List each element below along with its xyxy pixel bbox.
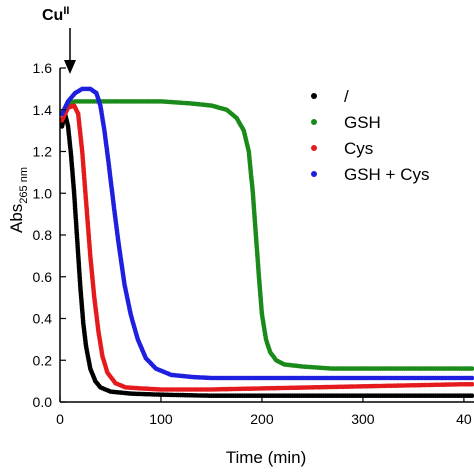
cu-annotation: CuII	[42, 5, 76, 74]
y-tick-label: 0.2	[33, 352, 53, 368]
x-axis-title: Time (min)	[226, 448, 307, 467]
series-1	[59, 111, 474, 399]
y-axis-title: Abs265 nm	[7, 167, 30, 233]
y-tick-label: 0.8	[33, 227, 53, 243]
series-4	[59, 86, 474, 381]
legend: / GSH Cys GSH + Cys	[311, 87, 430, 184]
cu-annotation-label: CuII	[42, 5, 69, 24]
y-tick-label: 0.4	[33, 311, 53, 327]
axes: 0 100 200 300 40 0.0 0.2 0.4 0.6 0.8 1.0 1.2 1.4 1.6	[33, 60, 474, 427]
legend-marker	[311, 119, 317, 125]
y-tick-label: 1.4	[33, 102, 53, 118]
x-tick-label: 40	[456, 411, 472, 427]
x-tick-label: 0	[56, 411, 64, 427]
y-tick-label: 0.6	[33, 269, 53, 285]
x-tick-label: 100	[149, 411, 173, 427]
y-tick-label: 0.0	[33, 394, 53, 410]
cu-arrow-head	[64, 60, 76, 74]
x-tick-label: 200	[250, 411, 274, 427]
data-point	[469, 382, 474, 387]
legend-marker	[311, 171, 317, 177]
x-ticks: 0 100 200 300 40	[56, 396, 472, 427]
y-axis-title-sub: 265 nm	[18, 167, 30, 204]
x-tick-label: 300	[351, 411, 375, 427]
series-2	[59, 99, 474, 371]
legend-marker	[311, 93, 317, 99]
legend-label: Cys	[344, 139, 373, 158]
y-tick-label: 1.6	[33, 60, 53, 76]
cu-annotation-base: Cu	[42, 7, 63, 24]
data-marks	[59, 86, 474, 399]
y-axis-title-main: Abs	[7, 204, 26, 233]
legend-label: GSH	[344, 113, 381, 132]
series-3	[59, 103, 474, 392]
data-point	[469, 375, 474, 381]
data-point	[469, 393, 474, 398]
y-ticks: 0.0 0.2 0.4 0.6 0.8 1.0 1.2 1.4 1.6	[33, 60, 66, 410]
data-point	[469, 366, 474, 371]
y-tick-label: 1.0	[33, 185, 53, 201]
y-tick-label: 1.2	[33, 144, 53, 160]
legend-label: GSH + Cys	[344, 165, 430, 184]
cu-annotation-superscript: II	[63, 5, 69, 17]
legend-label: /	[344, 87, 349, 106]
legend-marker	[311, 145, 317, 151]
